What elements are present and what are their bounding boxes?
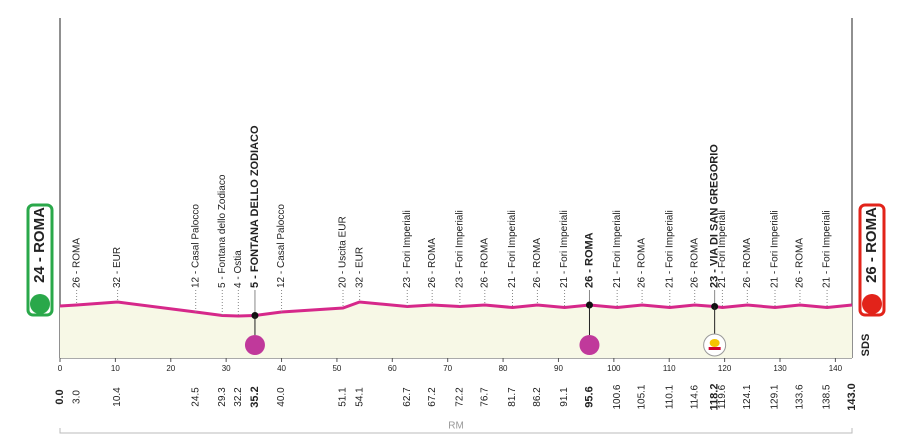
x-tick-label: 60	[388, 364, 397, 373]
waypoint-label: 26 - ROMA	[795, 238, 806, 288]
waypoint-km: 32.2	[233, 387, 244, 407]
waypoint-km: 133.6	[795, 384, 806, 409]
x-tick-label: 110	[663, 364, 676, 373]
x-tick-label: 50	[332, 364, 341, 373]
waypoint-km: 119.6	[717, 384, 728, 409]
waypoint-label: 26 - ROMA	[532, 238, 543, 288]
waypoint-label: 26 - ROMA	[742, 238, 753, 288]
start-label: 24 - ROMA	[31, 207, 48, 283]
waypoint-km: 54.1	[354, 387, 365, 407]
waypoint-km: 29.3	[217, 387, 228, 407]
waypoint-label: 21 - Fori Imperiali	[559, 210, 570, 288]
brand-logo: SDS	[860, 334, 872, 357]
region-bracket	[59, 428, 853, 434]
profile-line	[59, 300, 853, 318]
sprint-icon	[244, 335, 265, 355]
x-tick-label: 30	[222, 364, 231, 373]
waypoint-km: 86.2	[532, 387, 543, 407]
waypoint-label: 26 - ROMA	[71, 238, 82, 288]
finish-label: 26 - ROMA	[863, 207, 880, 283]
waypoint-label: 32 - EUR	[112, 247, 123, 288]
waypoint-label: 26 - ROMA	[479, 238, 490, 288]
waypoint-label: 21 - Fori Imperiali	[770, 210, 781, 288]
waypoint-label: 21 - Fori Imperiali	[507, 210, 518, 288]
waypoint-label: 21 - Fori Imperiali	[612, 210, 623, 288]
waypoint-km: 124.1	[742, 384, 753, 409]
waypoint-label: 26 - ROMA	[689, 238, 700, 288]
waypoint-km: 100.6	[612, 384, 623, 409]
x-tick-label: 20	[166, 364, 175, 373]
waypoint-km: 138.5	[822, 384, 833, 409]
waypoint-label: 20 - Uscita EUR	[338, 216, 349, 288]
waypoint-label: 23 - Fori Imperiali	[402, 210, 413, 288]
x-tick-label: 10	[111, 364, 120, 373]
waypoint-km: 40.0	[276, 387, 287, 407]
waypoint-km: 91.1	[559, 387, 570, 407]
x-tick-label: 130	[773, 364, 787, 373]
waypoint-km: 95.6	[583, 386, 595, 407]
waypoint-label: 21 - Fori Imperiali	[664, 210, 675, 288]
waypoint-label: 23 - Fori Imperiali	[455, 210, 466, 288]
waypoint-km: 81.7	[507, 387, 518, 407]
waypoint-label: 32 - EUR	[354, 247, 365, 288]
waypoint-label: 5 - Fontana dello Zodiaco	[217, 174, 228, 288]
waypoint-label: 26 - ROMA	[583, 232, 595, 288]
redbull-sun	[709, 339, 720, 347]
waypoint-label: 23 - VIA DI SAN GREGORIO	[709, 144, 721, 288]
x-tick-label: 100	[607, 364, 621, 373]
waypoint-km: 35.2	[249, 386, 261, 407]
waypoint-label: 5 - FONTANA DELLO ZODIACO	[249, 125, 261, 288]
finish-badge: 26 - ROMA	[858, 203, 886, 317]
x-tick-label: 80	[499, 364, 508, 373]
waypoint-km: 118.2	[709, 384, 721, 411]
waypoint-label: 21 - Fori Imperiali	[717, 210, 728, 288]
x-tick-label: 140	[829, 364, 843, 373]
start-badge: 24 - ROMA	[26, 203, 54, 317]
region-label: RM	[448, 421, 464, 432]
sprint-icon	[579, 335, 600, 355]
x-tick-label: 70	[443, 364, 452, 373]
start-km: 0.0	[54, 389, 66, 404]
waypoint-km: 76.7	[479, 387, 490, 407]
waypoint-km: 10.4	[112, 387, 123, 407]
redbull-text	[708, 347, 721, 350]
finish-km: 143.0	[846, 383, 858, 411]
waypoint-km: 105.1	[637, 384, 648, 409]
waypoint-km: 110.1	[664, 384, 675, 409]
x-tick-label: 120	[718, 364, 732, 373]
waypoint-label: 12 - Casal Palocco	[276, 204, 287, 288]
waypoint-label: 26 - ROMA	[637, 238, 648, 288]
x-tick-label: 90	[554, 364, 563, 373]
waypoint-label: 12 - Casal Palocco	[190, 204, 201, 288]
waypoint-km: 114.6	[689, 384, 700, 409]
x-tick-label: 0	[58, 364, 63, 373]
waypoint-km: 24.5	[190, 387, 201, 407]
waypoint-km: 51.1	[338, 387, 349, 407]
x-tick-label: 40	[277, 364, 286, 373]
waypoint-km: 62.7	[402, 387, 413, 407]
waypoint-label: 21 - Fori Imperiali	[822, 210, 833, 288]
waypoint-km: 3.0	[71, 390, 82, 404]
waypoint-label: 4 - Ostia	[233, 250, 244, 288]
waypoint-km: 72.2	[455, 387, 466, 407]
waypoint-km: 67.2	[427, 387, 438, 407]
waypoint-label: 26 - ROMA	[427, 238, 438, 288]
waypoint-km: 129.1	[770, 384, 781, 409]
